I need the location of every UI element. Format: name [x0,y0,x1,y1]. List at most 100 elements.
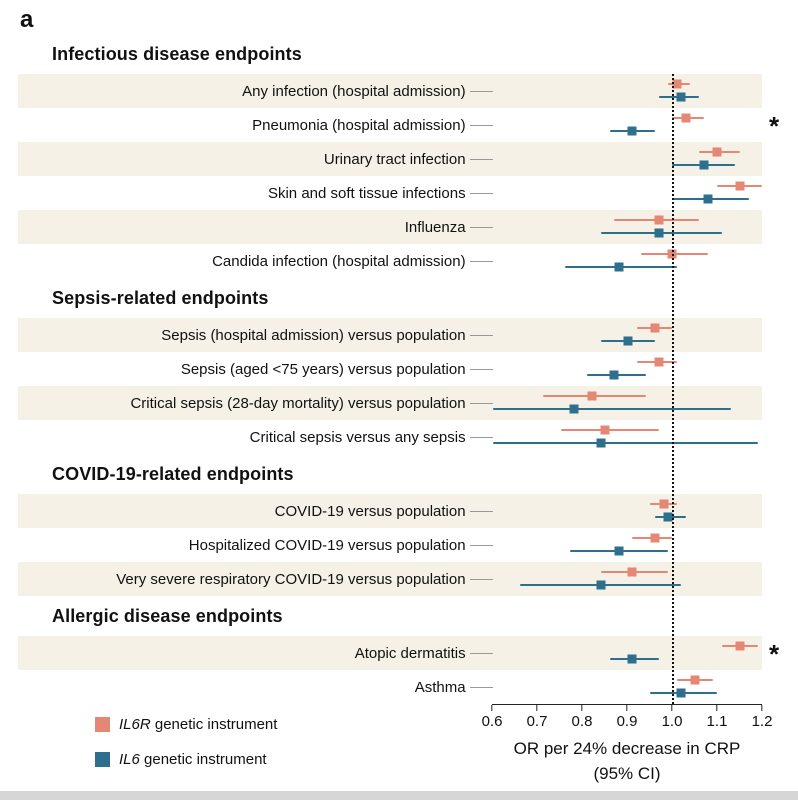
endpoint-label: Critical sepsis (28-day mortality) versu… [130,394,466,412]
row-plot [493,176,762,210]
chart-area: Infectious disease endpoints Any infectio… [18,34,779,739]
il6r-point-estimate-marker [654,215,664,225]
legend-item-il6: IL6 genetic instrument [95,751,277,768]
row-connector-line [470,352,494,386]
axis-tick [716,705,718,711]
section-header: Allergic disease endpoints [52,605,283,626]
il6-point-estimate-marker [627,126,637,136]
endpoint-row: Atopic dermatitis * [18,636,779,670]
il6r-point-estimate-marker [587,391,597,401]
row-plot [493,670,762,704]
row-connector-line [470,74,494,108]
il6-swatch [95,752,110,767]
significance-star: * [769,638,780,669]
section-header: Infectious disease endpoints [52,43,302,64]
il6r-point-estimate-marker [712,147,722,157]
axis-tick-label: 0.6 [481,713,503,730]
endpoint-row: Critical sepsis (28-day mortality) versu… [18,386,762,420]
row-connector-line [470,420,494,454]
il6r-point-estimate-marker [659,499,669,509]
il6r-point-estimate-marker [690,675,700,685]
axis-tick-label: 0.9 [616,713,638,730]
il6r-point-estimate-marker [735,181,745,191]
endpoint-label: Asthma [414,678,466,696]
endpoint-label: Pneumonia (hospital admission) [252,116,466,134]
axis-tick-label: 1.0 [661,713,683,730]
row-plot [493,562,762,596]
axis-tick [581,705,583,711]
row-plot [493,244,762,278]
endpoint-label: Urinary tract infection [323,150,466,168]
row-connector-line [470,562,494,596]
legend: IL6R genetic instrument IL6 genetic inst… [95,716,277,786]
endpoint-label: COVID-19 versus population [274,502,466,520]
endpoint-row: Influenza [18,210,762,244]
row-connector-line [470,386,494,420]
il6-confidence-interval [493,408,731,410]
il6-point-estimate-marker [676,92,686,102]
row-plot [493,528,762,562]
il6-point-estimate-marker [703,194,713,204]
row-connector-line [470,318,494,352]
endpoint-label: Critical sepsis versus any sepsis [249,428,466,446]
endpoint-label: Any infection (hospital admission) [242,82,466,100]
row-connector-line [470,528,494,562]
row-plot [493,108,762,142]
endpoint-row: COVID-19 versus population [18,494,762,528]
il6-point-estimate-marker [596,438,606,448]
section-header: Sepsis-related endpoints [52,287,269,308]
row-connector-line [470,670,494,704]
endpoint-row: Hospitalized COVID-19 versus population [18,528,762,562]
endpoint-row: Skin and soft tissue infections [18,176,762,210]
endpoint-label: Influenza [404,218,466,236]
il6r-point-estimate-marker [681,113,691,123]
legend-label-il6: IL6 genetic instrument [119,751,267,768]
endpoint-row: Sepsis (aged <75 years) versus populatio… [18,352,762,386]
endpoint-label: Sepsis (hospital admission) versus popul… [161,326,466,344]
x-axis-title-line2: (95% CI) [593,763,661,783]
endpoint-row: Critical sepsis versus any sepsis [18,420,762,454]
row-plot [493,318,762,352]
row-plot [493,420,762,454]
row-plot [493,352,762,386]
axis-tick-label: 1.2 [751,713,773,730]
axis-tick [671,705,673,711]
il6-point-estimate-marker [623,336,633,346]
endpoint-row: Very severe respiratory COVID-19 versus … [18,562,762,596]
il6r-point-estimate-marker [672,79,682,89]
significance-star: * [769,110,780,141]
il6r-point-estimate-marker [735,641,745,651]
endpoint-label: Sepsis (aged <75 years) versus populatio… [180,360,466,378]
axis-tick [761,705,763,711]
row-connector-line [470,494,494,528]
endpoint-label: Atopic dermatitis [354,644,466,662]
il6-point-estimate-marker [699,160,709,170]
il6-point-estimate-marker [663,512,673,522]
endpoint-label: Candida infection (hospital admission) [212,252,466,270]
panel-label: a [20,6,34,33]
endpoint-row: Candida infection (hospital admission) [18,244,762,278]
row-plot [493,210,762,244]
reference-line [672,74,674,704]
row-connector-line [470,176,494,210]
row-plot [493,74,762,108]
legend-item-il6r: IL6R genetic instrument [95,716,277,733]
il6r-point-estimate-marker [627,567,637,577]
axis-tick [536,705,538,711]
il6-point-estimate-marker [596,580,606,590]
endpoint-row: Any infection (hospital admission) [18,74,762,108]
row-connector-line [470,142,494,176]
endpoint-row: Pneumonia (hospital admission) * [18,108,779,142]
endpoint-label: Hospitalized COVID-19 versus population [188,536,466,554]
axis-tick-label: 0.7 [526,713,548,730]
row-plot [493,494,762,528]
endpoint-row: Urinary tract infection [18,142,762,176]
axis-tick-label: 0.8 [571,713,593,730]
page-edge [0,791,798,800]
il6-point-estimate-marker [569,404,579,414]
row-connector-line [470,108,494,142]
il6-point-estimate-marker [614,546,624,556]
legend-label-il6r: IL6R genetic instrument [119,716,278,733]
x-axis-title-line1: OR per 24% decrease in CRP [513,739,741,758]
